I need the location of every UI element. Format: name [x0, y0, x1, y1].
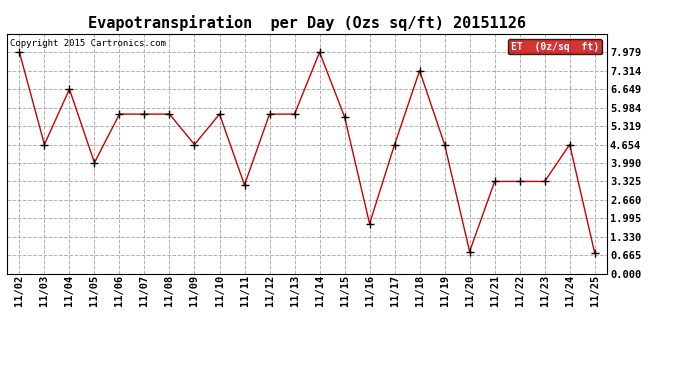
Title: Evapotranspiration  per Day (Ozs sq/ft) 20151126: Evapotranspiration per Day (Ozs sq/ft) 2…	[88, 15, 526, 31]
Text: Copyright 2015 Cartronics.com: Copyright 2015 Cartronics.com	[10, 39, 166, 48]
Legend: ET  (0z/sq  ft): ET (0z/sq ft)	[509, 39, 602, 54]
